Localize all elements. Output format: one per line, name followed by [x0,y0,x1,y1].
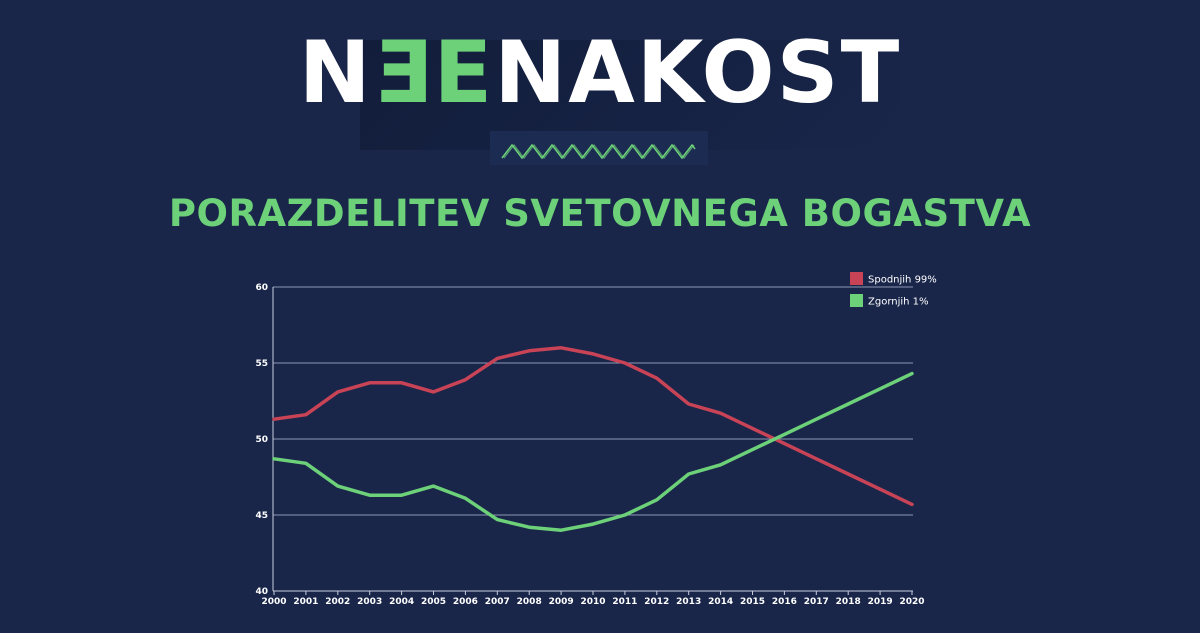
legend-swatch [850,272,863,285]
y-tick-label: 50 [255,435,268,445]
series-line-2 [272,371,914,532]
x-tick-label: 2001 [293,597,318,607]
logo: NEENAKOST [0,23,1200,123]
x-tick-label: 2004 [389,597,414,607]
x-tick-label: 2005 [421,597,446,607]
x-tick-label: 2011 [612,597,637,607]
x-tick-label: 2006 [453,597,478,607]
x-tick-label: 2008 [517,597,542,607]
x-tick-label: 2010 [580,597,605,607]
x-tick-label: 2000 [261,597,286,607]
x-tick-label: 2002 [325,597,350,607]
logo-text-post: NAKOST [494,23,902,123]
y-tick-label: 45 [255,511,268,521]
legend-label: Zgornjih 1% [868,297,929,308]
y-tick-label: 55 [255,359,268,369]
x-tick-label: 2016 [772,597,797,607]
legend-label: Spodnjih 99% [868,275,937,286]
x-tick-label: 2014 [708,597,733,607]
page-title: PORAZDELITEV SVETOVNEGA BOGASTVA [168,192,1032,235]
x-tick-label: 2019 [868,597,893,607]
y-tick-label: 40 [255,587,268,597]
x-tick-label: 2018 [836,597,861,607]
zigzag-ornament [490,131,708,165]
x-tick-label: 2009 [549,597,574,607]
x-tick-label: 2003 [357,597,382,607]
x-tick-label: 2015 [740,597,765,607]
x-tick-label: 2017 [804,597,829,607]
x-tick-label: 2007 [485,597,510,607]
x-tick-label: 2012 [644,597,669,607]
legend-swatch [850,294,863,307]
y-tick-label: 60 [255,283,268,293]
x-tick-label: 2013 [676,597,701,607]
logo-wordmark: NEENAKOST [298,23,902,123]
series-line-1 [272,346,914,507]
x-tick-label: 2020 [899,597,924,607]
